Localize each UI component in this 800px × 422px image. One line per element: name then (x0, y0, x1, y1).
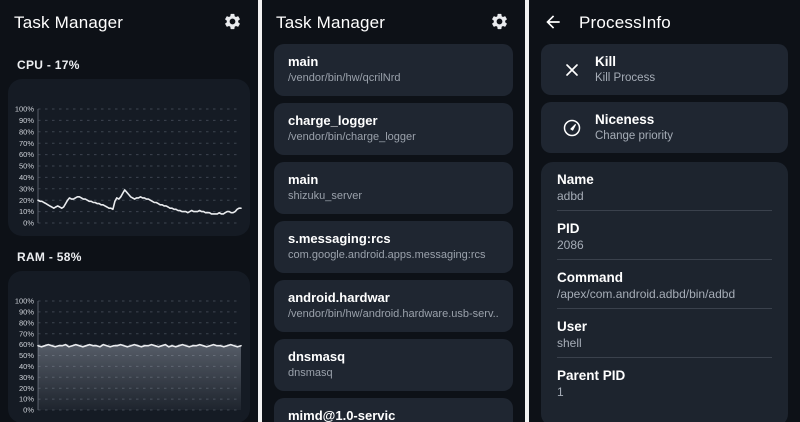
svg-text:10%: 10% (19, 207, 34, 216)
field-label: Name (557, 172, 594, 187)
process-name: main (288, 172, 319, 187)
action-label: Niceness (595, 112, 655, 127)
svg-text:60%: 60% (19, 340, 34, 349)
task-manager-list-screen: Task Manager main /vendor/bin/hw/qcrilNr… (262, 0, 525, 422)
field-name: Name adbd (541, 162, 788, 210)
process-name: main (288, 54, 319, 69)
cpu-usage-chart: 0% 10% 20% 30% 40% 50% 60% 70% 80% 90% 100% (15, 105, 242, 228)
field-value: /apex/com.android.adbd/bin/adbd (557, 287, 736, 301)
action-sublabel: Change priority (595, 130, 673, 142)
divider (557, 259, 772, 260)
process-name: charge_logger (288, 113, 378, 128)
field-value: shell (557, 336, 582, 350)
svg-text:50%: 50% (19, 162, 34, 171)
svg-text:100%: 100% (15, 105, 35, 114)
svg-text:70%: 70% (19, 329, 34, 338)
svg-text:100%: 100% (15, 297, 35, 306)
ram-usage-chart: 0% 10% 20% 30% 40% 50% 60% 70% 80%90% 100% (15, 297, 242, 415)
svg-text:70%: 70% (19, 139, 34, 148)
app-bar: Task Manager (262, 0, 525, 44)
page-title: Task Manager (14, 13, 124, 32)
divider (557, 210, 772, 211)
cpu-usage-label: CPU - 17% (17, 58, 80, 72)
field-value: 1 (557, 385, 564, 399)
svg-text:30%: 30% (19, 184, 34, 193)
process-list-item[interactable]: dnsmasq dnsmasq (274, 339, 513, 391)
process-list-item[interactable]: mimd@1.0-servic (274, 398, 513, 422)
ram-usage-label: RAM - 58% (17, 250, 82, 264)
svg-text:90%: 90% (19, 308, 34, 317)
svg-text:40%: 40% (19, 362, 34, 371)
process-name: android.hardwar (288, 290, 390, 305)
process-info-screen: ProcessInfo Kill Kill Process Niceness C… (529, 0, 800, 422)
cpu-graph-card: 0% 10% 20% 30% 40% 50% 60% 70% 80% 90% 100% (8, 79, 250, 236)
divider (557, 357, 772, 358)
settings-button[interactable] (223, 12, 242, 34)
svg-text:10%: 10% (19, 395, 34, 404)
field-value: 2086 (557, 238, 584, 252)
gear-icon (223, 12, 242, 34)
svg-text:30%: 30% (19, 373, 34, 382)
gear-icon (490, 12, 509, 34)
process-list-item[interactable]: charge_logger /vendor/bin/charge_logger (274, 103, 513, 155)
process-path: com.google.android.apps.messaging:rcs (288, 249, 486, 261)
process-name: dnsmasq (288, 349, 346, 364)
field-parent-pid: Parent PID 1 (541, 358, 788, 406)
field-label: PID (557, 221, 580, 236)
page-title: ProcessInfo (579, 13, 671, 32)
process-list-item[interactable]: android.hardwar /vendor/bin/hw/android.h… (274, 280, 513, 332)
svg-text:0%: 0% (23, 406, 34, 415)
gauge-icon (562, 118, 582, 138)
action-sublabel: Kill Process (595, 72, 656, 84)
close-icon (562, 60, 582, 80)
field-user: User shell (541, 309, 788, 357)
svg-text:40%: 40% (19, 173, 34, 182)
process-path: shizuku_server (288, 190, 362, 202)
svg-text:80%: 80% (19, 127, 34, 136)
field-value: adbd (557, 189, 584, 203)
svg-text:50%: 50% (19, 351, 34, 360)
process-path: dnsmasq (288, 367, 333, 379)
divider (557, 308, 772, 309)
process-path: /vendor/bin/charge_logger (288, 131, 416, 143)
process-list-item[interactable]: main shizuku_server (274, 162, 513, 214)
process-name: s.messaging:rcs (288, 231, 391, 246)
field-command: Command /apex/com.android.adbd/bin/adbd (541, 260, 788, 308)
settings-button[interactable] (490, 12, 509, 34)
process-list-item[interactable]: main /vendor/bin/hw/qcrilNrd (274, 44, 513, 96)
task-manager-monitor-screen: Task Manager CPU - 17% 0% 10% 20% 30% 40% 50%… (0, 0, 258, 422)
app-bar: Task Manager (0, 0, 258, 44)
page-title: Task Manager (276, 13, 386, 32)
svg-text:60%: 60% (19, 150, 34, 159)
back-arrow-icon (543, 12, 563, 35)
ram-graph-card: 0% 10% 20% 30% 40% 50% 60% 70% 80% 90% 100% (8, 271, 250, 422)
field-label: Command (557, 270, 624, 285)
app-bar: ProcessInfo (529, 0, 800, 44)
svg-text:20%: 20% (19, 384, 34, 393)
niceness-action-button[interactable]: Niceness Change priority (541, 102, 788, 153)
process-name: mimd@1.0-servic (288, 408, 396, 422)
svg-text:80%: 80% (19, 318, 34, 327)
svg-text:0%: 0% (23, 219, 34, 228)
svg-text:20%: 20% (19, 196, 34, 205)
action-label: Kill (595, 54, 617, 69)
field-label: User (557, 319, 588, 334)
back-button[interactable] (543, 12, 563, 35)
process-path: /vendor/bin/hw/android.hardware.usb-serv… (288, 308, 499, 320)
process-list-item[interactable]: s.messaging:rcs com.google.android.apps.… (274, 221, 513, 273)
process-path: /vendor/bin/hw/qcrilNrd (288, 72, 401, 84)
field-label: Parent PID (557, 368, 626, 383)
process-details-card: Name adbd PID 2086 Command /apex/com.and… (541, 162, 788, 422)
field-pid: PID 2086 (541, 211, 788, 259)
svg-text:90%: 90% (19, 116, 34, 125)
kill-action-button[interactable]: Kill Kill Process (541, 44, 788, 95)
